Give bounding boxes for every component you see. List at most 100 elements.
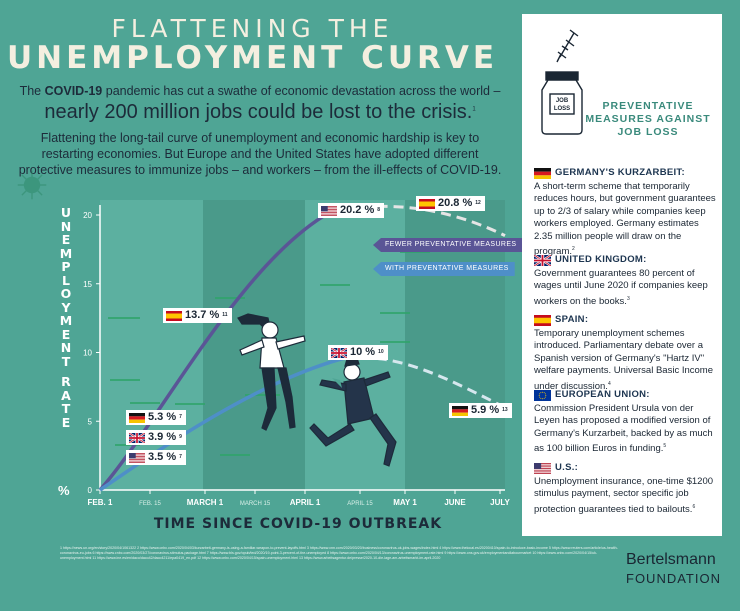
measure-eu: EUROPEAN UNION: Commission President Ursu… bbox=[534, 389, 716, 456]
title-line1: FLATTENING THE bbox=[111, 14, 394, 43]
footnotes: 1 https://news.un.org/en/story/2020/04/1… bbox=[60, 546, 618, 560]
title-line2: UNEMPLOYMENT CURVE bbox=[6, 40, 499, 76]
measure-text: A short-term scheme that temporarily red… bbox=[534, 181, 716, 259]
measure-heading: U.S.: bbox=[534, 462, 716, 475]
y-label-letter: E bbox=[61, 232, 71, 247]
annotation-value: 3.9 % bbox=[148, 431, 177, 443]
y-axis-unit: % bbox=[58, 483, 70, 498]
flag-us-icon bbox=[321, 205, 337, 216]
intro-post: pandemic has cut a swathe of economic de… bbox=[105, 84, 501, 98]
annotation-es-2: 13.7 % 11 bbox=[163, 308, 232, 323]
annotation-ref: 12 bbox=[475, 200, 481, 206]
y-label-letter: M bbox=[59, 313, 73, 328]
measure-text: Temporary unemployment schemes introduce… bbox=[534, 328, 716, 394]
flag-us-icon bbox=[534, 462, 551, 474]
annotation-value: 13.7 % bbox=[185, 309, 220, 321]
y-tick-10: 10 bbox=[83, 349, 92, 358]
x-tick-label-7: JUNE bbox=[444, 498, 466, 507]
measure-ref: 6 bbox=[692, 503, 696, 510]
measure-text: Commission President Ursula von der Leye… bbox=[534, 403, 716, 456]
x-axis-title: TIME SINCE COVID-19 OUTBREAK bbox=[153, 516, 443, 532]
annotation-de-4: 5.3 % 7 bbox=[126, 410, 186, 425]
x-tick-label-8: JULY bbox=[490, 498, 510, 507]
annotation-ref: 7 bbox=[179, 414, 182, 420]
flag-us-icon bbox=[129, 452, 145, 463]
annotation-value: 3.5 % bbox=[148, 451, 177, 463]
measure-de: GERMANY'S KURZARBEIT: A short-term scheme… bbox=[534, 167, 716, 259]
annotation-ref: 11 bbox=[222, 312, 228, 318]
annotation-ref: 13 bbox=[502, 407, 508, 413]
headline: nearly 200 million jobs could be lost to… bbox=[10, 101, 510, 124]
y-label-letter: U bbox=[60, 205, 72, 220]
measure-us: U.S.: Unemployment insurance, one-time $1… bbox=[534, 462, 716, 516]
measure-ref: 4 bbox=[607, 380, 611, 387]
x-tick-label-3: MARCH 15 bbox=[240, 501, 271, 507]
annotation-es-1: 20.8 % 12 bbox=[416, 196, 485, 211]
y-label-letter: L bbox=[62, 272, 70, 288]
y-label-letter: N bbox=[60, 218, 72, 234]
flag-de-icon bbox=[534, 167, 551, 179]
measure-body: Temporary unemployment schemes introduce… bbox=[534, 327, 713, 392]
measure-heading-text: EUROPEAN UNION: bbox=[555, 389, 650, 400]
flag-de-icon bbox=[452, 405, 468, 416]
y-tick-15: 15 bbox=[83, 280, 92, 289]
measure-heading-text: U.S.: bbox=[555, 462, 579, 473]
measure-body: Government guarantees 80 percent of wage… bbox=[534, 267, 708, 307]
intro-paragraph: Flattening the long-tail curve of unempl… bbox=[18, 131, 502, 177]
annotation-ref: 8 bbox=[377, 207, 381, 213]
flag-de-icon bbox=[129, 412, 145, 423]
annotation-ref: 10 bbox=[378, 349, 384, 355]
measure-heading: SPAIN: bbox=[534, 314, 716, 327]
measure-body: A short-term scheme that temporarily red… bbox=[534, 180, 716, 258]
annotation-value: 10 % bbox=[350, 346, 376, 358]
annotation-value: 20.8 % bbox=[438, 197, 473, 209]
flag-es-icon bbox=[419, 198, 435, 209]
syringe-bottle-icon: JOB LOSS bbox=[541, 29, 583, 135]
annotation-de-7: 5.9 % 13 bbox=[449, 403, 512, 418]
y-tick-5: 5 bbox=[88, 417, 93, 426]
annotation-ref: 7 bbox=[179, 454, 182, 460]
annotation-us-0: 20.2 % 8 bbox=[318, 203, 385, 218]
measure-heading: GERMANY'S KURZARBEIT: bbox=[534, 167, 716, 180]
bottle-label-1: JOB bbox=[556, 98, 569, 104]
curve-with-measures bbox=[99, 356, 346, 492]
intro-line: The COVID-19 pandemic has cut a swathe o… bbox=[15, 84, 505, 98]
annotation-value: 20.2 % bbox=[340, 204, 375, 216]
annotation-value: 5.3 % bbox=[148, 411, 177, 423]
flag-es-icon bbox=[534, 314, 551, 326]
y-tick-0: 0 bbox=[88, 486, 93, 495]
measure-heading-text: SPAIN: bbox=[555, 314, 589, 325]
flag-uk-icon bbox=[129, 432, 145, 443]
measure-heading: EUROPEAN UNION: bbox=[534, 389, 716, 402]
curve-fewer-measures bbox=[98, 210, 331, 492]
headline-text: nearly 200 million jobs could be lost to… bbox=[44, 101, 473, 123]
flag-es-icon bbox=[166, 310, 182, 321]
legend-fewer-measures: FEWER PREVENTATIVE MEASURES bbox=[373, 238, 523, 252]
x-tick-label-2: MARCH 1 bbox=[187, 498, 224, 507]
measure-heading-text: GERMANY'S KURZARBEIT: bbox=[555, 167, 685, 178]
measure-heading: UNITED KINGDOM: bbox=[534, 254, 716, 267]
measure-text: Government guarantees 80 percent of wage… bbox=[534, 268, 716, 309]
chart-axes: 0 5 10 15 20 FEB. 1 FEB. 15 MARCH 1 MARCH 15 APRI… bbox=[83, 205, 511, 507]
measure-body: Commission President Ursula von der Leye… bbox=[534, 402, 713, 455]
y-label-letter: P bbox=[61, 259, 71, 274]
annotation-uk-3: 10 % 10 bbox=[328, 345, 388, 360]
measure-ref: 5 bbox=[663, 443, 667, 449]
y-label-letter: N bbox=[60, 340, 72, 355]
measure-ref: 3 bbox=[626, 295, 630, 302]
headline-ref: 1 bbox=[472, 106, 476, 113]
y-label-letter: T bbox=[61, 401, 71, 416]
y-label-letter: T bbox=[61, 353, 71, 369]
y-label-letter: E bbox=[61, 414, 71, 430]
legend-with-measures: WITH PREVENTATIVE MEASURES bbox=[373, 262, 515, 276]
annotation-uk-5: 3.9 % 9 bbox=[126, 430, 186, 445]
x-tick-label-1: FEB. 15 bbox=[139, 501, 161, 507]
intro-pre: The bbox=[19, 84, 42, 98]
y-label-letter: Y bbox=[61, 299, 71, 315]
flag-eu-icon bbox=[534, 389, 551, 401]
annotation-us-6: 3.5 % 7 bbox=[126, 450, 186, 465]
x-tick-label-4: APRIL 1 bbox=[290, 498, 321, 507]
y-label-letter: A bbox=[61, 387, 71, 403]
y-label-letter: O bbox=[60, 286, 72, 301]
